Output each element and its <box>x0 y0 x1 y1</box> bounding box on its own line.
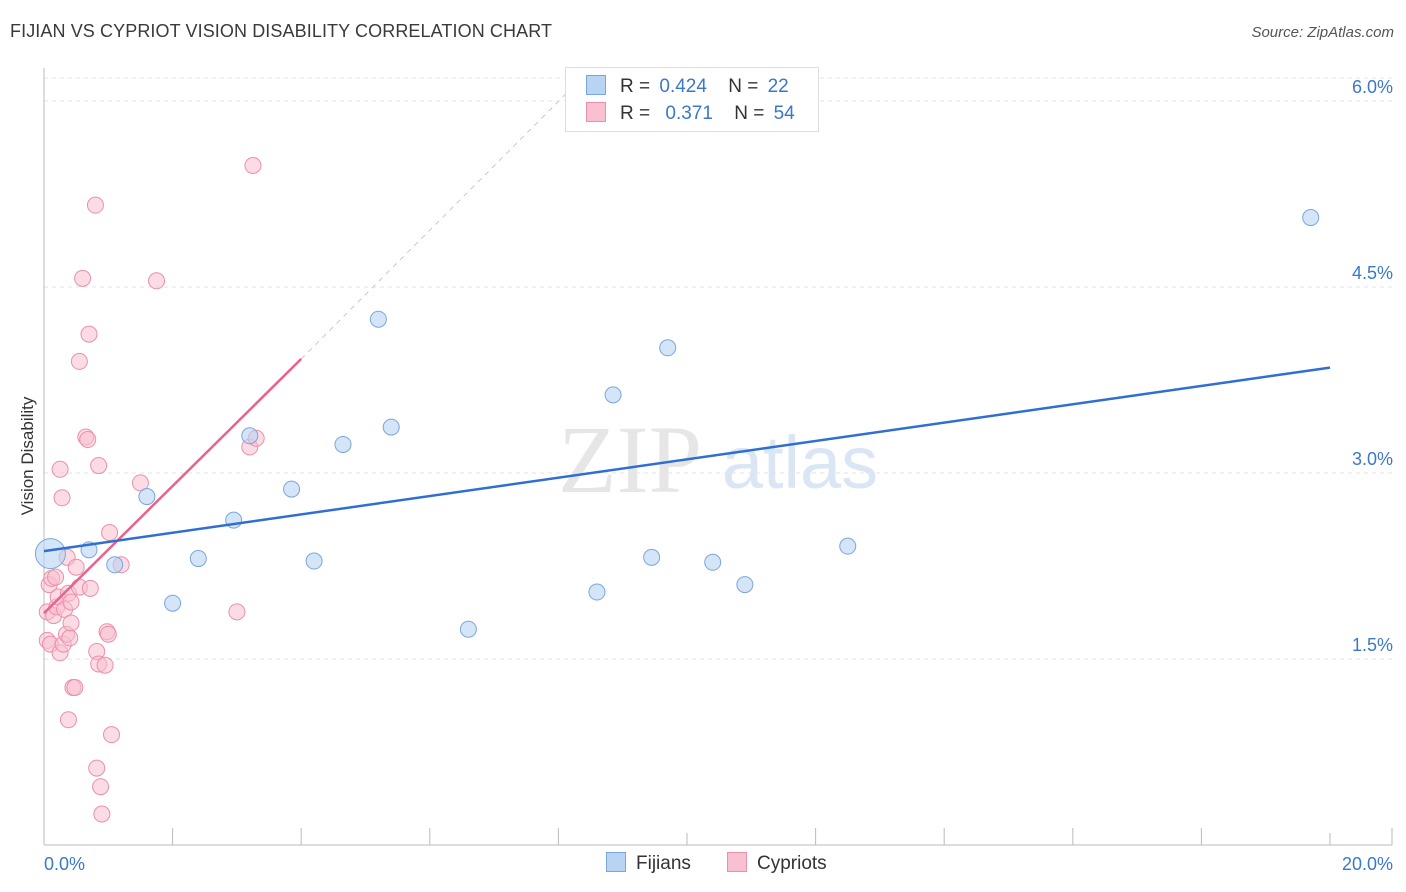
chart-title: FIJIAN VS CYPRIOT VISION DISABILITY CORR… <box>10 21 553 41</box>
legend-row-cypriots: R = 0.371 N = 54 <box>586 102 795 126</box>
fijian-point <box>1302 209 1320 227</box>
fijian-point <box>34 538 66 570</box>
fijians-r-label: R = <box>620 76 651 97</box>
cypriot-point <box>51 460 69 478</box>
y-tick-label: 4.5% <box>1352 263 1393 283</box>
legend-row-fijians: R = 0.424 N = 22 <box>586 75 789 99</box>
cypriots-trend-line <box>43 358 303 615</box>
x-tick-label: 20.0% <box>1342 854 1393 874</box>
fijians-r-value: 0.424 <box>659 76 707 97</box>
fijian-point <box>164 594 182 612</box>
fijian-point <box>106 556 124 574</box>
fijian-point <box>189 550 207 568</box>
fijian-point <box>138 488 156 506</box>
fijian-point <box>839 537 857 555</box>
cypriot-point <box>103 726 121 744</box>
cypriot-point <box>62 614 80 632</box>
cypriot-point <box>80 325 98 343</box>
fijian-point <box>369 310 387 328</box>
cypriots-r-label: R = <box>620 103 651 124</box>
fijian-point <box>283 480 301 498</box>
fijian-point <box>588 583 606 601</box>
watermark-atlas: atlas <box>722 421 878 504</box>
fijian-point <box>659 339 677 357</box>
cypriot-point <box>66 679 84 697</box>
fijian-point <box>704 553 722 571</box>
y-tick-label: 1.5% <box>1352 635 1393 655</box>
stats-legend: R = 0.424 N = 22 R = 0.371 N = 54 <box>565 67 819 132</box>
y-tick-label: 6.0% <box>1352 77 1393 97</box>
cypriot-point <box>93 805 111 823</box>
cypriot-point <box>53 489 71 507</box>
source-label: Source: ZipAtlas.com <box>1251 24 1394 41</box>
fijians-legend-swatch <box>606 852 626 872</box>
cypriots-r-value: 0.371 <box>665 103 713 124</box>
x-tick-label: 0.0% <box>44 854 85 874</box>
fijians-n-value: 22 <box>767 76 789 97</box>
fijian-point <box>241 427 259 445</box>
cypriot-point <box>90 457 108 475</box>
cypriot-point <box>59 711 77 729</box>
cypriot-point <box>74 269 92 287</box>
bottom-legend-fijians: Fijians <box>606 852 691 875</box>
cypriots-swatch <box>586 102 606 122</box>
y-tick-label: 3.0% <box>1352 449 1393 469</box>
cypriot-point <box>92 778 110 796</box>
cypriot-point <box>61 629 79 647</box>
cypriots-n-label: N = <box>734 103 765 124</box>
fijian-point <box>305 552 323 570</box>
fijian-point <box>459 620 477 638</box>
cypriot-point <box>67 558 85 576</box>
cypriots-trend-extension <box>300 88 572 360</box>
cypriot-point <box>70 352 88 370</box>
fijian-point <box>604 386 622 404</box>
cypriot-point <box>148 272 166 290</box>
cypriot-point <box>131 474 149 492</box>
cypriot-point <box>81 579 99 597</box>
fijians-legend-label: Fijians <box>636 853 691 874</box>
cypriot-point <box>88 759 106 777</box>
cypriots-legend-swatch <box>727 852 747 872</box>
fijians-n-label: N = <box>728 76 759 97</box>
cypriot-point <box>62 593 80 611</box>
bottom-legend-cypriots: Cypriots <box>727 852 827 875</box>
fijian-point <box>643 548 661 566</box>
fijian-point <box>382 418 400 436</box>
cypriot-point <box>47 568 65 586</box>
cypriot-point <box>99 625 117 643</box>
cypriots-legend-label: Cypriots <box>757 853 827 874</box>
fijian-point <box>736 576 754 594</box>
cypriot-point <box>96 656 114 674</box>
cypriot-point <box>86 196 104 214</box>
fijians-trend-line <box>43 366 1331 553</box>
fijians-swatch <box>586 75 606 95</box>
fijian-point <box>334 435 352 453</box>
cypriot-point <box>228 603 246 621</box>
cypriot-point <box>244 156 262 174</box>
cypriots-n-value: 54 <box>773 103 795 124</box>
cypriot-point <box>101 524 119 542</box>
cypriot-point <box>79 431 97 449</box>
